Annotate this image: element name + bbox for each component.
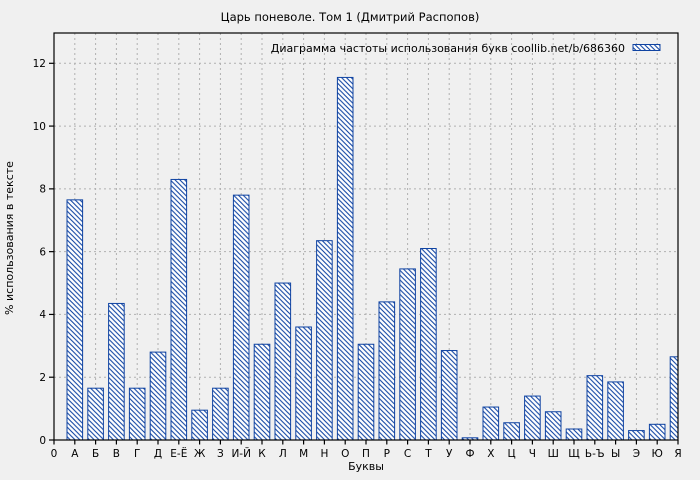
bar-Ы: [607, 381, 624, 440]
x-tick-label: Ц: [508, 448, 516, 460]
bars: [66, 76, 678, 440]
x-origin-label: 0: [51, 448, 58, 460]
y-tick-label: 2: [39, 372, 46, 384]
x-tick-label: К: [258, 448, 266, 460]
bar-Б: [87, 387, 104, 440]
y-tick-label: 12: [33, 58, 46, 70]
bar-Т: [420, 248, 437, 440]
bar-Х: [482, 406, 500, 440]
bar-О: [336, 76, 354, 440]
x-tick-label: Л: [279, 448, 287, 460]
x-tick-label: Г: [134, 448, 140, 460]
bar-Л: [274, 282, 292, 440]
bar-Д: [149, 351, 167, 440]
x-tick-label: Я: [674, 448, 681, 460]
x-tick-label: В: [113, 448, 120, 460]
x-tick-label: Е-Ё: [170, 447, 187, 460]
y-tick-label: 4: [39, 309, 46, 321]
x-axis-title: Буквы: [348, 460, 384, 473]
x-tick-label: Щ: [568, 448, 580, 460]
bar-Ч: [524, 395, 541, 440]
bar-П: [357, 343, 375, 440]
y-tick-label: 8: [39, 184, 46, 196]
x-tick-label: Ы: [611, 448, 620, 460]
x-tick-label: С: [404, 448, 411, 460]
x-tick-label: Ч: [529, 448, 536, 460]
bar-Н: [316, 240, 333, 440]
x-tick-label: Ф: [465, 448, 474, 460]
x-tick-label: А: [71, 448, 79, 460]
bar-Ю: [648, 423, 666, 440]
bar-Я: [669, 356, 678, 440]
bar-Ц: [503, 422, 520, 440]
bar-Ш: [544, 411, 562, 440]
x-tick-label: У: [446, 448, 453, 460]
y-axis-title: % использования в тексте: [3, 161, 16, 315]
x-tick-label: Ш: [548, 448, 559, 460]
y-tick-label: 10: [33, 121, 46, 133]
x-tick-label: Э: [633, 448, 640, 460]
tick-labels: 0 2 4 6 8 10 12 0 А Б В Г Д Е-Ё Ж З И-Й К Л М Н О П Р С Т У Ф Х Ц Ч Ш Щ Ь…: [33, 58, 682, 460]
x-tick-label: Ю: [652, 448, 663, 460]
x-tick-label: Б: [92, 448, 99, 460]
bar-Р: [378, 301, 396, 440]
bar-З: [212, 387, 229, 440]
bar-А: [66, 199, 84, 440]
bar-Е-Ё: [170, 178, 188, 440]
x-tick-label: Ь-Ъ: [585, 448, 605, 460]
x-tick-label: О: [341, 448, 349, 460]
legend-hatch-swatch-icon: [632, 44, 661, 51]
gridlines: [54, 33, 679, 440]
x-tick-label: Н: [320, 448, 328, 460]
x-tick-label: З: [217, 448, 224, 460]
y-tick-label: 0: [39, 435, 46, 447]
bar-Щ: [565, 428, 583, 440]
axis-ticks: [49, 62, 679, 445]
bar-Г: [128, 387, 146, 440]
bar-Ь-Ъ: [586, 375, 604, 440]
bar-И-Й: [232, 194, 250, 440]
x-tick-label: Т: [424, 448, 432, 460]
x-tick-label: М: [299, 448, 308, 460]
bar-У: [440, 350, 458, 440]
bar-С: [399, 268, 416, 440]
x-tick-label: Д: [154, 448, 162, 460]
x-tick-label: П: [362, 448, 370, 460]
legend-label: Диаграмма частоты использования букв coo…: [271, 42, 625, 55]
bar-М: [295, 326, 312, 440]
bar-В: [108, 302, 125, 440]
chart-title: Царь поневоле. Том 1 (Дмитрий Распопов): [221, 10, 480, 24]
x-tick-label: Х: [487, 448, 494, 460]
x-tick-label: И-Й: [231, 447, 251, 460]
x-tick-label: Р: [384, 448, 390, 460]
bar-Э: [628, 430, 645, 440]
bar-Ж: [191, 409, 208, 440]
bar-К: [253, 343, 271, 440]
x-tick-label: Ж: [194, 448, 206, 460]
y-tick-label: 6: [39, 246, 46, 258]
